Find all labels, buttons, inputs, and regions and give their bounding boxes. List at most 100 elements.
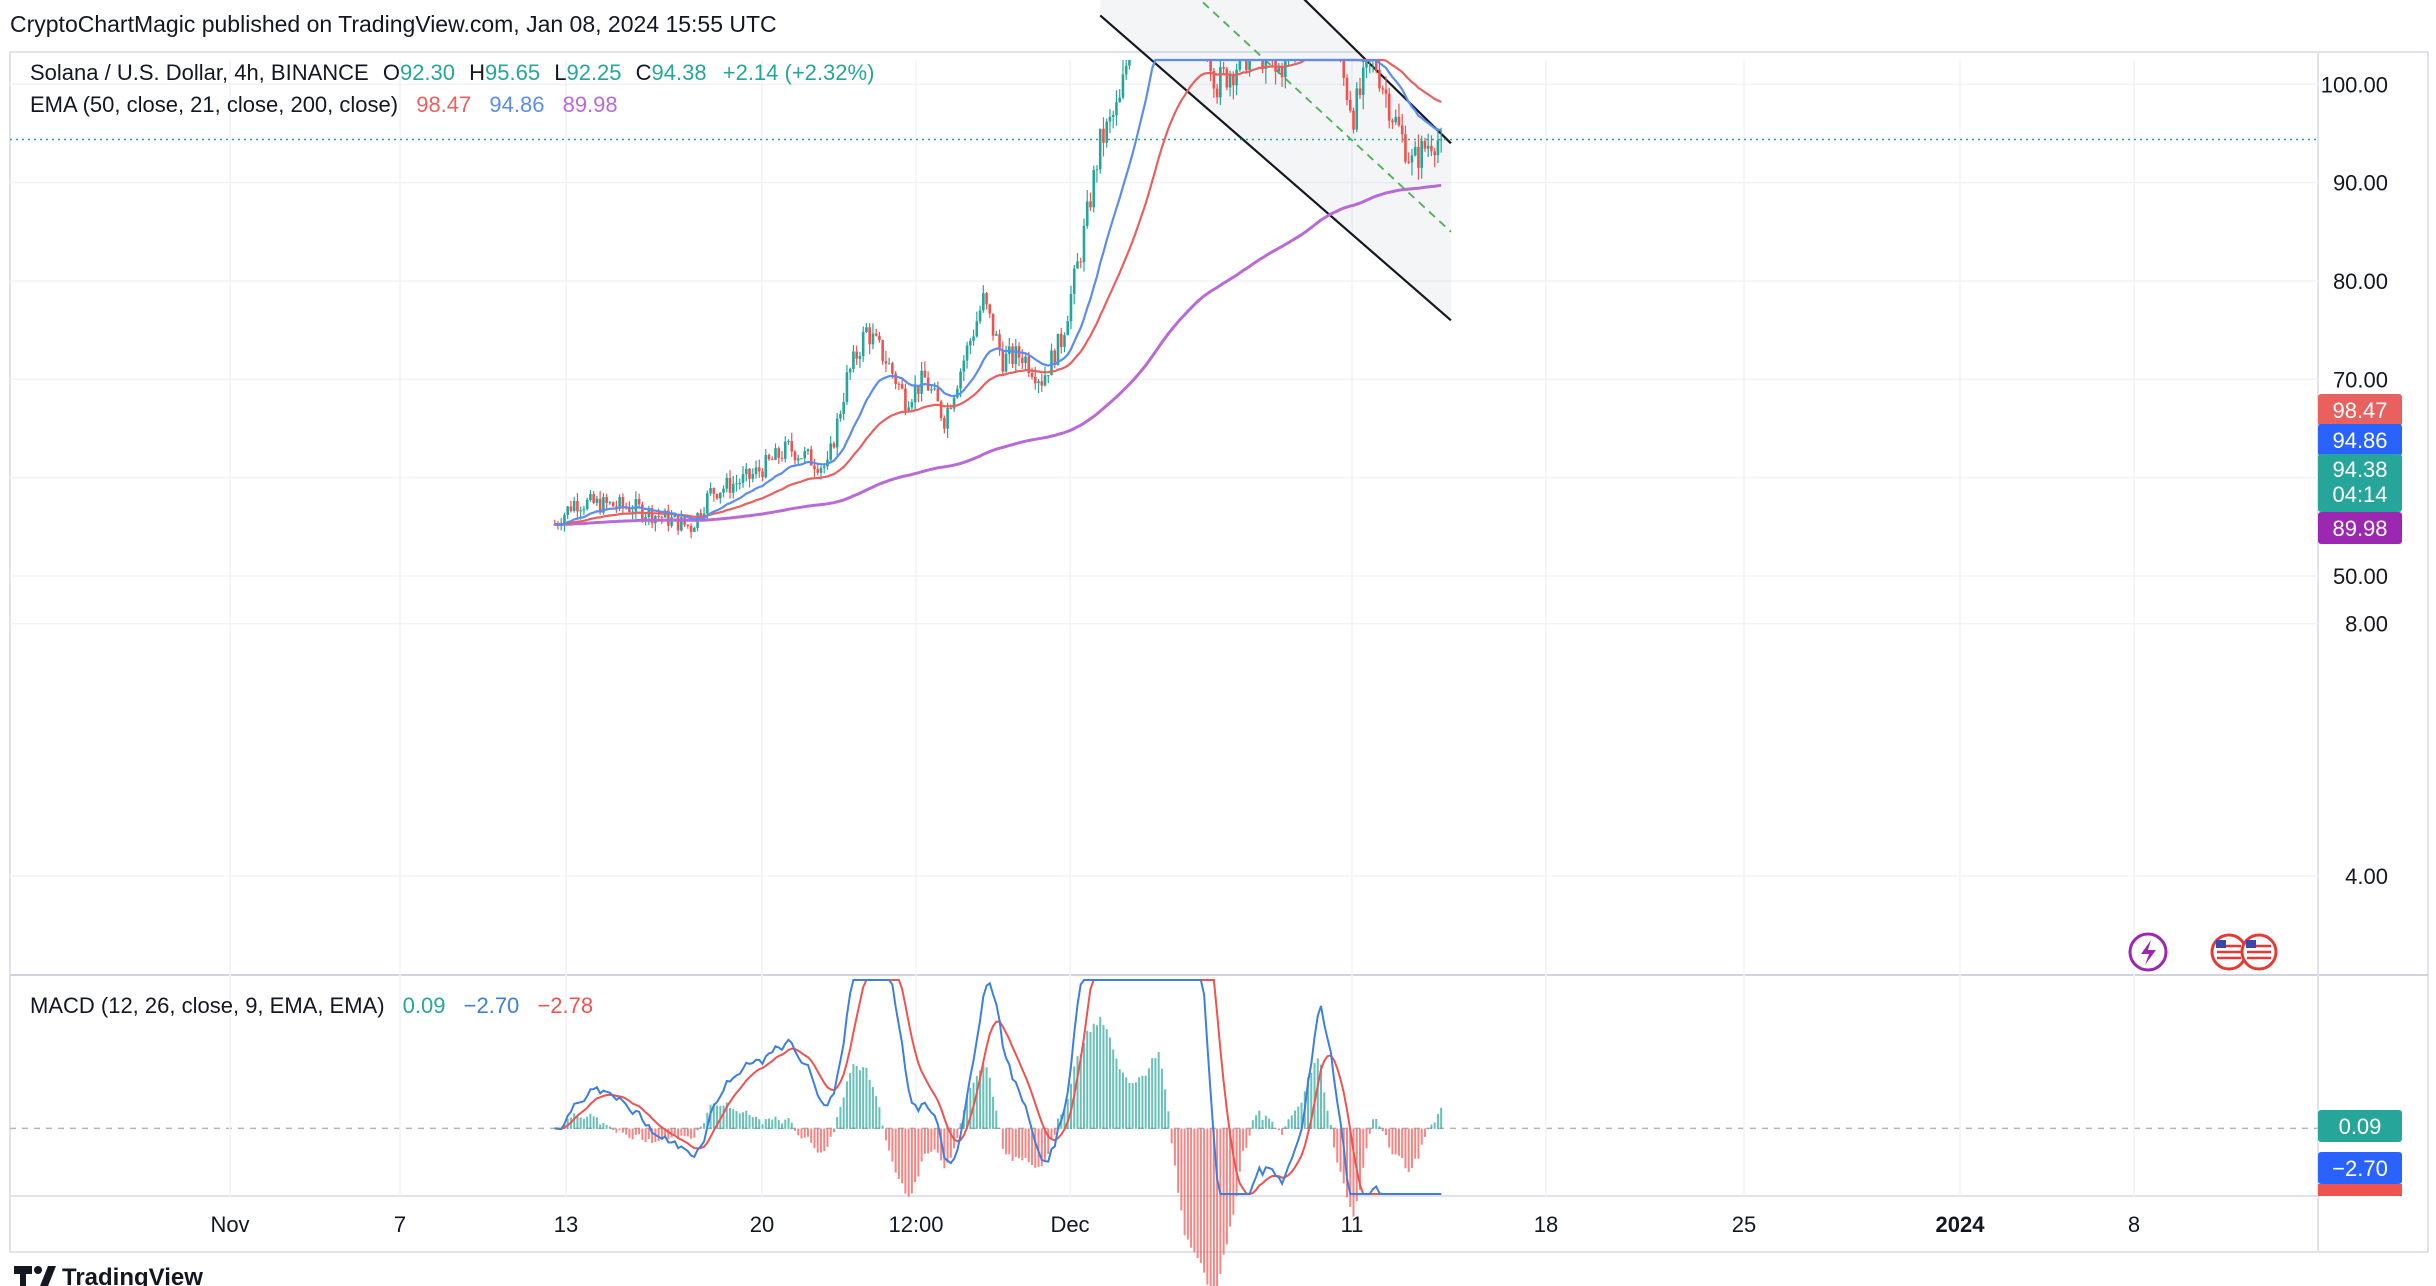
candle-body — [1115, 102, 1118, 116]
macd-histogram-bar — [680, 1128, 683, 1136]
candle — [676, 514, 680, 535]
candle-body — [861, 332, 865, 357]
macd-histogram-bar — [1287, 1119, 1290, 1129]
candle — [1063, 332, 1066, 353]
candle-body — [676, 515, 680, 531]
candle — [813, 458, 816, 477]
macd-histogram-bar — [780, 1123, 783, 1129]
ema21-badge — [2318, 424, 2402, 456]
macd-histogram-bar — [1115, 1058, 1118, 1129]
candle-body — [1059, 333, 1063, 347]
macd-histogram-bar — [1044, 1128, 1047, 1160]
candle-body — [985, 293, 988, 305]
candle — [686, 524, 690, 529]
macd-histogram-bar — [1388, 1128, 1391, 1148]
candle — [1358, 77, 1362, 99]
candle-body — [1076, 261, 1079, 269]
macd-histogram-bar — [806, 1128, 809, 1137]
macd-histogram-bar — [927, 1128, 930, 1154]
macd-histogram-bar — [1368, 1128, 1371, 1134]
candle-body — [741, 474, 745, 484]
macd-histogram-bar — [651, 1128, 654, 1144]
candle — [1056, 333, 1060, 366]
candle-body — [1430, 145, 1433, 152]
candle-body — [874, 333, 878, 336]
candle — [1423, 137, 1427, 152]
macd-histogram-bar — [573, 1113, 576, 1129]
candle-body — [829, 443, 833, 460]
candle-body — [1342, 60, 1346, 78]
macd-histogram-bar — [1063, 1107, 1066, 1129]
macd-histogram-bar — [1196, 1128, 1199, 1259]
ema50-legend-value: 98.47 — [416, 92, 471, 117]
macd-histogram-bar — [842, 1097, 845, 1129]
time-axis-labels[interactable]: Nov 7 13 20 12:00 Dec 11 18 25 2024 8 — [210, 1212, 2140, 1237]
candle-body — [897, 383, 901, 385]
candle-body — [900, 384, 904, 389]
macd-histogram-bar — [1336, 1128, 1339, 1163]
event-markers[interactable] — [2128, 932, 2278, 972]
candle — [933, 382, 936, 391]
macd-histogram-bar — [992, 1096, 995, 1129]
candle — [1014, 338, 1018, 374]
macd-histogram-bar — [631, 1128, 634, 1140]
symbol-legend[interactable]: Solana / U.S. Dollar, 4h, BINANCE O92.30… — [30, 60, 874, 85]
candle-body — [783, 441, 787, 459]
candle — [985, 291, 988, 310]
macd-histogram-bar — [875, 1096, 878, 1129]
candle-body — [1426, 145, 1430, 149]
macd-histogram-bar — [586, 1116, 589, 1129]
price-badges: 98.47 94.86 94.38 04:14 89.98 — [2318, 394, 2402, 544]
candle-body — [822, 466, 826, 468]
candle-body — [667, 510, 670, 526]
candle-body — [774, 448, 777, 460]
candle-body — [680, 517, 683, 531]
macd-histogram-bar — [826, 1128, 829, 1147]
candle-body — [910, 402, 914, 408]
candle — [1092, 165, 1096, 213]
candle-body — [1095, 169, 1099, 171]
candle-body — [803, 451, 807, 459]
time-tick-label: 8 — [2128, 1212, 2140, 1237]
ema200-legend-value: 89.98 — [563, 92, 618, 117]
ema50-badge — [2318, 394, 2402, 426]
macd-legend[interactable]: MACD (12, 26, close, 9, EMA, EMA) 0.09 −… — [30, 993, 593, 1018]
macd-histogram-bar — [1005, 1128, 1008, 1155]
candle-body — [1352, 110, 1355, 130]
macd-axis-labels[interactable]: 4.00 8.00 — [2345, 612, 2388, 889]
candle-body — [1391, 120, 1394, 123]
candle-body — [878, 335, 881, 341]
candle-body — [819, 467, 823, 473]
tradingview-logo[interactable]: TradingView — [14, 1264, 203, 1286]
tradingview-logo-icon — [14, 1266, 32, 1286]
candle-body — [800, 458, 803, 460]
macd-histogram-bar — [1144, 1075, 1147, 1129]
candle — [757, 459, 761, 478]
candle-body — [1225, 68, 1229, 88]
macd-hist-badge-text: 0.09 — [2339, 1114, 2382, 1139]
candle — [835, 412, 839, 457]
candle — [1079, 257, 1083, 269]
macd-histogram-bar — [1277, 1128, 1280, 1131]
candle-body — [712, 488, 716, 494]
candle — [595, 495, 599, 506]
macd-histogram-bar — [634, 1128, 637, 1135]
candle-body — [1345, 77, 1349, 100]
candle-body — [722, 488, 725, 493]
macd-histogram-bar — [884, 1128, 887, 1141]
macd-histogram-bar — [1167, 1111, 1170, 1129]
macd-histogram-bar — [647, 1128, 650, 1140]
descending-channel[interactable] — [1099, 0, 1452, 322]
candle-body — [1235, 69, 1238, 86]
ema-legend[interactable]: EMA (50, close, 21, close, 200, close) 9… — [30, 92, 618, 117]
candle — [1040, 373, 1044, 393]
chart-frame — [9, 51, 2429, 1253]
macd-histogram-bar — [797, 1128, 800, 1136]
low-value: 92.25 — [566, 60, 621, 85]
candle — [1261, 60, 1264, 74]
candle-body — [1121, 74, 1125, 98]
candle — [563, 512, 566, 532]
candle — [1102, 117, 1105, 157]
candle — [1115, 90, 1118, 126]
macd-histogram-bar — [1375, 1118, 1378, 1129]
